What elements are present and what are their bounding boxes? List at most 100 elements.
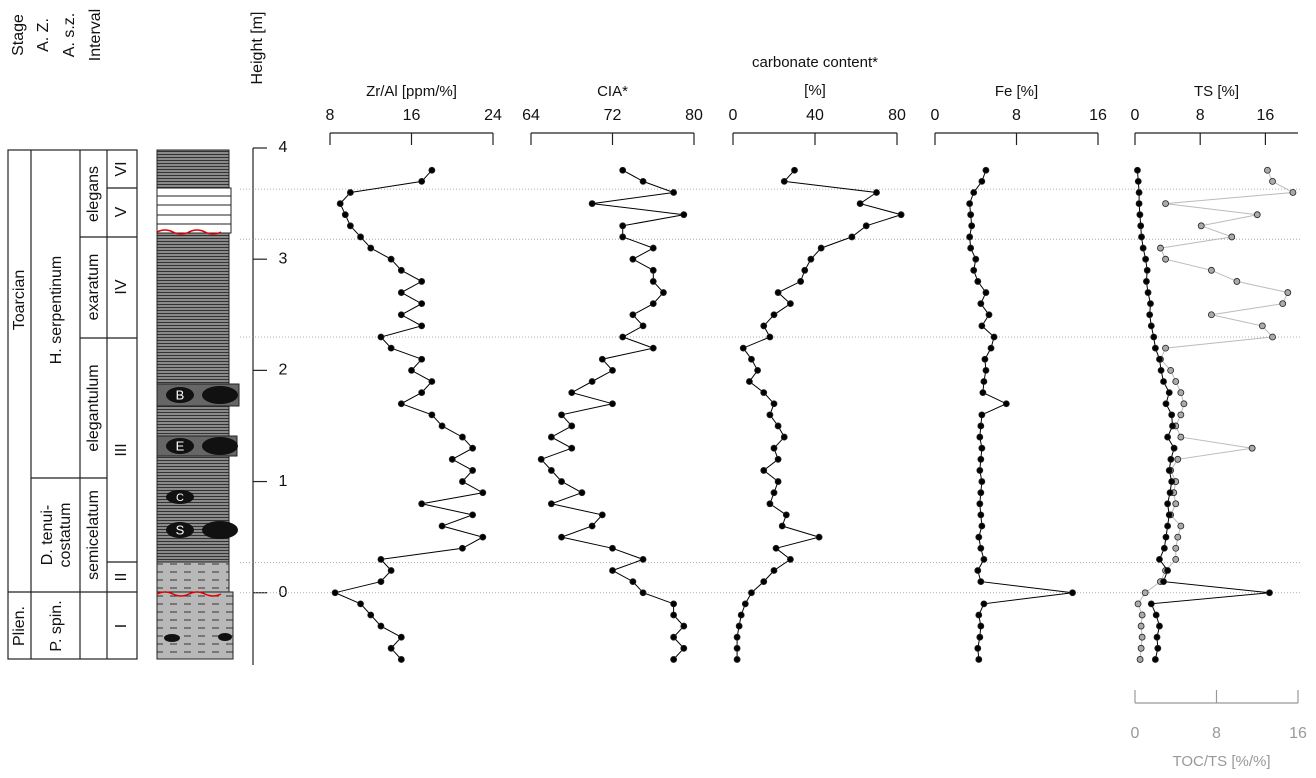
data-point (558, 533, 565, 541)
data-point (780, 433, 788, 441)
data-point (1166, 489, 1174, 497)
data-point (1138, 233, 1145, 241)
strat-table (7, 149, 138, 660)
data-point (774, 422, 782, 430)
data-point (397, 289, 405, 296)
chart-title: CIA* (597, 83, 628, 100)
data-point (772, 544, 780, 552)
data-point (639, 589, 647, 597)
x-tick-label: 8 (1012, 107, 1021, 124)
data-point (774, 455, 782, 463)
data-point (770, 567, 778, 574)
y-tick-label: 0 (279, 584, 288, 601)
data-point (977, 455, 985, 463)
data-point (568, 389, 576, 397)
data-point (469, 467, 477, 474)
x-tick-label: 24 (484, 107, 502, 124)
data-point (1284, 289, 1292, 296)
data-point (346, 189, 354, 196)
data-point (1165, 467, 1173, 474)
data-point (397, 400, 405, 408)
lithology-label: B (176, 387, 185, 402)
data-point (649, 266, 657, 274)
data-point (1135, 189, 1143, 196)
data-point (982, 289, 990, 296)
data-point (970, 189, 978, 196)
data-point (766, 500, 774, 508)
data-point (978, 322, 986, 330)
data-point (970, 266, 978, 274)
data-point (748, 355, 755, 363)
data-point (977, 489, 985, 497)
data-point (1147, 600, 1155, 608)
data-point (568, 422, 576, 430)
data-point (967, 211, 975, 219)
data-point (1143, 278, 1150, 285)
data-point (1162, 200, 1169, 207)
data-point (1177, 433, 1185, 441)
data-point (1289, 189, 1297, 196)
data-point (1151, 656, 1159, 663)
data-point (588, 378, 596, 385)
data-point (1134, 177, 1142, 185)
data-point (966, 233, 974, 241)
interval: I (113, 624, 130, 628)
data-point (609, 400, 616, 408)
x-tick-label: 16 (1089, 107, 1107, 124)
data-point (985, 311, 993, 319)
data-point (418, 500, 426, 508)
data-point (670, 189, 678, 196)
data-point (1156, 355, 1163, 363)
chart-title: TS [%] (1194, 83, 1239, 100)
data-point (598, 355, 606, 363)
data-point (1164, 567, 1171, 574)
zone: costatum (57, 503, 74, 568)
data-point (1165, 511, 1173, 519)
data-point (760, 322, 768, 330)
data-point (397, 633, 405, 641)
data-point (1208, 311, 1215, 319)
data-point (982, 166, 990, 174)
data-point (974, 278, 982, 285)
profile-line (736, 169, 903, 660)
data-point (978, 444, 986, 452)
data-point (735, 622, 743, 630)
data-point (1174, 533, 1182, 541)
data-point (1142, 255, 1149, 263)
data-point (1177, 522, 1185, 530)
data-point (377, 555, 385, 563)
data-point (817, 244, 825, 252)
data-point (547, 433, 555, 441)
data-point (976, 500, 984, 508)
data-point (770, 444, 778, 452)
data-point (791, 166, 798, 174)
data-point (418, 278, 426, 285)
data-point (1147, 300, 1154, 308)
data-point (1153, 633, 1161, 641)
data-point (797, 278, 805, 285)
data-point (619, 233, 627, 241)
chart-title: Fe [%] (995, 83, 1038, 100)
data-point (975, 656, 983, 663)
data-point (428, 378, 436, 385)
data-point (733, 633, 741, 641)
x2-tick-label: 0 (1131, 725, 1140, 742)
y-tick-label: 3 (279, 250, 288, 267)
data-point (609, 567, 616, 574)
data-point (966, 200, 974, 207)
data-point (978, 177, 986, 185)
data-point (737, 611, 745, 619)
data-point (1137, 644, 1145, 652)
data-point (760, 578, 768, 586)
data-point (377, 333, 385, 341)
profile-line (1136, 170, 1270, 660)
data-point (766, 333, 774, 341)
data-point (558, 411, 565, 419)
data-point (1233, 278, 1241, 285)
data-point (975, 533, 983, 541)
data-point (568, 444, 576, 452)
data-point (974, 567, 982, 574)
interval: III (113, 443, 130, 456)
data-point (976, 633, 984, 641)
chart-title: carbonate content* (752, 54, 878, 71)
